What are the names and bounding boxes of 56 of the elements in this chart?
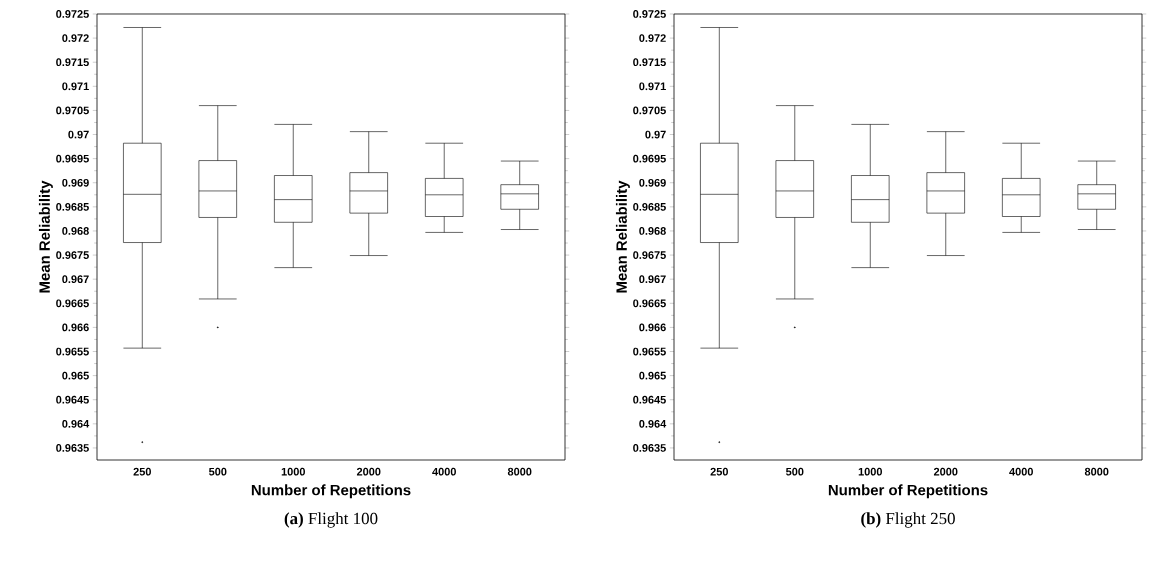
y-tick-label: 0.968 [62,227,89,235]
y-tick-label: 0.972 [62,34,89,42]
y-tick-label: 0.9665 [633,299,666,308]
x-tick-label: 250 [710,467,728,476]
y-tick-label: 0.9715 [633,58,666,67]
y-axis-title: Mean Reliability [615,180,630,293]
y-tick-label: 0.965 [62,371,89,380]
y-tick-label: 0.9695 [56,154,89,163]
y-tick-label: 0.969 [639,178,666,187]
x-tick-label: 1000 [858,467,882,476]
y-tick-label: 0.9705 [56,106,89,115]
y-tick-label: 0.967 [62,275,89,284]
y-tick-label: 0.966 [62,323,89,332]
x-tick-label: 4000 [1009,467,1033,476]
x-tick-label: 2000 [933,467,958,476]
y-tick-label: 0.97 [645,130,666,139]
y-tick-label: 0.9635 [633,444,666,452]
y-tick-label: 0.9725 [56,10,89,18]
y-tick-label: 0.966 [639,323,666,332]
x-tick-label: 4000 [432,467,456,476]
y-tick-label: 0.97 [68,130,89,139]
y-tick-label: 0.9685 [56,202,89,211]
y-tick-label: 0.965 [639,371,666,380]
x-tick-label: 8000 [507,467,532,476]
y-tick-label: 0.9715 [56,58,89,67]
y-tick-label: 0.972 [639,34,666,42]
y-tick-label: 0.964 [639,419,667,428]
text: (b) Flight 250 [861,512,955,528]
x-axis-title: Number of Repetitions [251,484,411,499]
y-tick-label: 0.9635 [56,444,89,452]
y-tick-label: 0.9645 [633,395,666,404]
y-tick-label: 0.9685 [633,202,666,211]
text: (a) Flight 100 [284,512,378,528]
y-tick-label: 0.9675 [56,251,89,259]
y-tick-label: 0.9725 [633,10,666,18]
y-tick-label: 0.9675 [633,251,666,259]
x-tick-label: 1000 [281,467,305,476]
y-tick-label: 0.967 [639,275,666,284]
y-tick-label: 0.964 [62,419,90,428]
y-tick-label: 0.9645 [56,395,89,404]
x-tick-label: 500 [208,467,227,476]
x-axis-title: Number of Repetitions [828,484,988,499]
y-axis-title: Mean Reliability [38,180,53,293]
y-tick-label: 0.9655 [633,347,666,356]
x-tick-label: 2000 [356,467,381,476]
y-tick-label: 0.971 [639,82,666,91]
x-tick-label: 8000 [1084,467,1109,476]
y-tick-label: 0.9705 [633,106,666,115]
y-tick-label: 0.971 [62,82,89,91]
y-tick-label: 0.9665 [56,299,89,308]
y-tick-label: 0.9695 [633,154,666,163]
y-tick-label: 0.9655 [56,347,89,356]
x-tick-label: 250 [133,467,151,476]
y-tick-label: 0.969 [62,178,89,187]
y-tick-label: 0.968 [639,227,666,235]
x-tick-label: 500 [785,467,804,476]
